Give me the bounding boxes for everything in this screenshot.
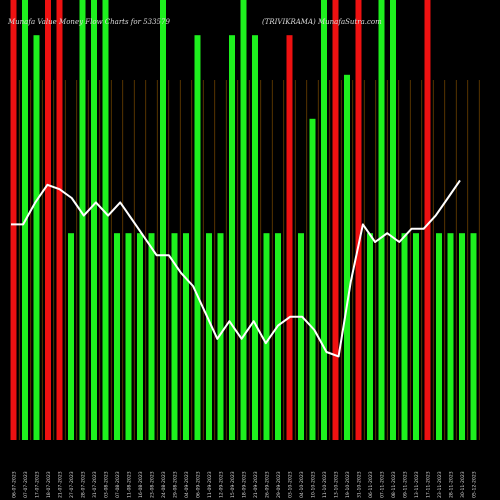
x-tick-label: 23-08-2023 [150,471,156,498]
x-tick-label: 08-11-2023 [391,471,397,498]
volume-bar [229,35,235,440]
x-tick-label: 09-11-2023 [403,471,409,498]
x-tick-label: 21-07-2023 [58,471,64,498]
x-tick-label: 27-07-2023 [69,471,75,498]
x-tick-label: 11-10-2023 [322,471,328,498]
x-tick-label: 18-09-2023 [242,471,248,498]
volume-bar [378,0,385,440]
volume-bar [309,118,316,441]
volume-bar [91,0,97,440]
x-tick-label: 06-11-2023 [368,471,374,498]
volume-bar [447,233,454,440]
volume-bar [332,0,339,440]
x-tick-label: 06-09-2023 [196,471,202,498]
x-tick-label: 30-11-2023 [460,471,466,498]
volume-bar [367,233,373,440]
volume-bar [102,0,109,440]
volume-bar [470,233,477,440]
grid-layer [18,80,480,440]
x-tick-label: 11-09-2023 [207,471,213,498]
volume-bar [459,233,465,440]
line-layer [11,179,461,358]
volume-bar [45,0,51,440]
x-tick-label: 24-08-2023 [161,471,167,498]
x-tick-label: 29-08-2023 [173,471,179,498]
x-tick-label: 12-09-2023 [219,471,225,498]
volume-bar [298,233,304,440]
volume-bar [194,35,201,440]
volume-bar [137,233,143,440]
volume-bar [275,233,281,440]
volume-bar [424,0,431,440]
volume-bar [401,233,408,440]
volume-bar [33,35,40,440]
x-tick-label: 04-10-2023 [299,471,305,498]
x-tick-label: 15-09-2023 [230,471,236,498]
volume-bar [56,0,63,440]
volume-bar [436,233,442,440]
volume-bar [321,0,327,440]
x-tick-label: 21-09-2023 [253,471,259,498]
volume-bar [114,233,120,440]
x-tick-label: 28-11-2023 [449,471,455,498]
x-tick-label: 07-07-2023 [23,471,29,498]
x-tick-label: 16-08-2023 [138,471,144,498]
x-tick-label: 03-10-2023 [288,471,294,498]
volume-bar [286,35,293,440]
volume-bar [10,0,17,440]
volume-bar [206,233,212,440]
volume-bar [148,233,155,440]
volume-bar [217,233,224,440]
x-tick-label: 13-11-2023 [414,471,420,498]
x-tick-label: 23-11-2023 [437,471,443,498]
price-line [11,179,461,358]
x-tick-label: 03-08-2023 [104,471,110,498]
x-tick-label: 13-10-2023 [334,471,340,498]
chart-title-left: Munafa Value Money Flow Charts for 53357… [7,18,170,26]
volume-bar [160,0,166,440]
chart-title-right: (TRIVIKRAMA) MunafaSutra.com [262,18,382,26]
x-tick-label: 07-08-2023 [115,471,121,498]
volume-bar [355,0,362,440]
volume-bar [390,0,396,440]
volume-bar [263,233,270,440]
x-tick-label: 18-07-2023 [46,471,52,498]
volume-bar [413,233,419,440]
x-tick-label: 04-09-2023 [184,471,190,498]
x-tick-label: 26-09-2023 [265,471,271,498]
x-tick-label: 11-08-2023 [127,471,133,498]
volume-bar [171,233,178,440]
volume-bar [79,0,86,440]
x-tick-label: 28-07-2023 [81,471,87,498]
x-tick-label: 19-10-2023 [345,471,351,498]
volume-bar [125,233,132,440]
x-tick-label: 17-07-2023 [35,471,41,498]
x-tick-label: 06-07-2023 [12,471,18,498]
volume-bar [240,0,247,440]
x-tick-label: 07-11-2023 [380,471,386,498]
x-tick-label: 05-12-2023 [472,471,478,498]
x-tick-label: 31-10-2023 [357,471,363,498]
volume-bar [68,233,74,440]
volume-bar [183,233,189,440]
label-layer: 06-07-2023 07-07-2023 17-07-2023 18-07-2023… [12,471,478,498]
x-tick-label: 17-11-2023 [426,471,432,498]
x-tick-label: 31-07-2023 [92,471,98,498]
volume-bar [252,35,258,440]
x-tick-label: 10-10-2023 [311,471,317,498]
x-tick-label: 29-09-2023 [276,471,282,498]
volume-bar [344,74,350,441]
